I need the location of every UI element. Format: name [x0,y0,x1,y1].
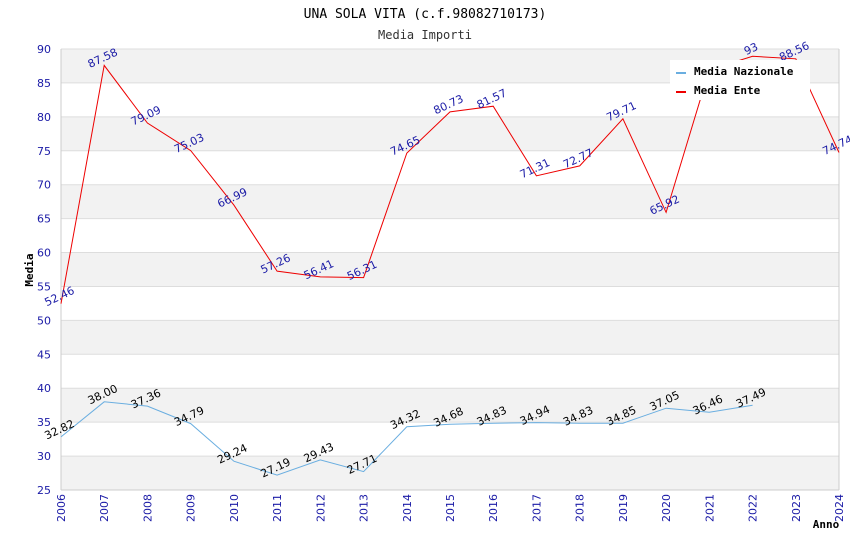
grid-band [61,456,839,490]
chart-title: UNA SOLA VITA (c.f.98082710173) [304,7,547,22]
x-tick-label: 2013 [358,494,371,522]
y-tick-label: 75 [37,145,51,158]
grid-band [61,388,839,423]
y-tick-label: 55 [37,280,51,293]
x-tick-label: 2022 [747,494,760,522]
y-tick-label: 40 [37,382,51,395]
x-tick-label: 2021 [703,494,716,522]
x-tick-label: 2024 [833,494,846,522]
grid-band [61,252,839,287]
x-axis-ticks: 2006 2007 2008 2009 2010 2011 2012 2013 2014 2015… [55,494,846,522]
x-tick-label: 2019 [617,494,630,522]
y-tick-label: 60 [37,247,51,260]
x-tick-label: 2012 [314,494,327,522]
series-line-nazionale [60,401,753,476]
y-tick-label: 85 [37,77,51,90]
x-tick-label: 2010 [228,494,241,522]
x-axis-label: Anno [813,518,840,531]
y-tick-label: 80 [37,111,51,124]
x-tick-label: 2020 [660,494,673,522]
y-tick-label: 25 [37,484,51,497]
x-tick-label: 2018 [574,494,587,522]
legend-label-ente: Media Ente [694,84,761,97]
x-tick-label: 2017 [530,494,543,522]
legend-box [670,60,810,100]
y-tick-label: 70 [37,179,51,192]
grid-band [61,150,839,185]
y-tick-label: 65 [37,213,51,226]
y-axis-label: Media [23,253,36,286]
x-tick-label: 2006 [55,494,68,522]
y-tick-label: 45 [37,348,51,361]
x-tick-label: 2023 [790,494,803,522]
x-tick-label: 2008 [141,494,154,522]
grid-band [61,320,839,355]
grid-band [61,354,839,389]
y-tick-label: 30 [37,450,51,463]
y-tick-label: 90 [37,43,51,56]
y-axis-ticks: 25 30 35 40 45 50 55 60 65 70 75 80 85 90 [37,43,51,497]
data-label: 93 [742,40,760,58]
grid-band [61,184,839,219]
legend-label-nazionale: Media Nazionale [694,65,794,78]
grid-band [61,286,839,321]
grid-band [61,116,839,151]
x-tick-label: 2011 [271,494,284,522]
y-tick-label: 50 [37,314,51,327]
grid-band [61,218,839,253]
chart-subtitle: Media Importi [378,28,472,42]
x-tick-label: 2015 [444,494,457,522]
x-tick-label: 2009 [185,494,198,522]
legend: Media Nazionale Media Ente [670,60,810,100]
x-tick-label: 2007 [98,494,111,522]
x-tick-label: 2014 [401,494,414,522]
y-tick-label: 35 [37,416,51,429]
grid-band [61,422,839,457]
x-tick-label: 2016 [487,494,500,522]
